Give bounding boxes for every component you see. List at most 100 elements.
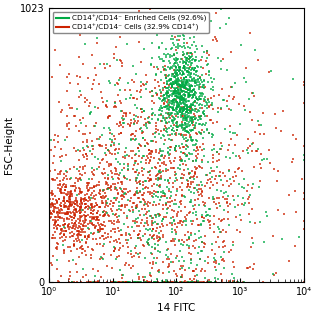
Point — [187, 122, 192, 127]
Point — [166, 112, 171, 117]
Point — [180, 88, 185, 94]
Point — [73, 236, 78, 242]
Point — [63, 226, 68, 231]
Point — [52, 205, 58, 210]
Point — [145, 175, 150, 180]
Point — [142, 199, 147, 204]
Point — [130, 132, 135, 137]
Point — [88, 210, 93, 216]
Point — [157, 157, 162, 162]
Point — [65, 170, 70, 175]
Point — [136, 145, 141, 150]
Point — [80, 247, 85, 252]
Point — [200, 91, 205, 96]
Point — [171, 97, 176, 102]
Point — [225, 148, 230, 153]
Point — [92, 280, 97, 285]
Point — [187, 98, 192, 103]
Point — [59, 184, 64, 189]
Point — [76, 209, 82, 214]
Point — [47, 192, 52, 197]
Point — [172, 88, 177, 93]
Point — [281, 211, 286, 217]
Point — [131, 207, 136, 212]
Point — [82, 132, 87, 137]
Point — [141, 154, 146, 159]
Point — [124, 230, 129, 236]
Point — [145, 204, 150, 209]
Point — [55, 223, 60, 228]
Point — [55, 176, 60, 181]
Point — [150, 262, 155, 267]
Point — [122, 210, 127, 216]
Point — [75, 210, 80, 215]
Point — [47, 173, 52, 178]
Point — [47, 156, 52, 161]
Point — [186, 91, 191, 96]
Point — [187, 105, 192, 110]
Point — [82, 196, 87, 201]
Point — [178, 68, 183, 73]
Point — [133, 250, 138, 255]
Point — [216, 276, 221, 281]
Point — [201, 141, 206, 146]
Point — [72, 226, 77, 231]
Point — [163, 162, 168, 167]
Point — [200, 109, 205, 114]
Point — [47, 219, 52, 224]
Point — [150, 132, 155, 137]
Point — [114, 168, 119, 173]
Point — [99, 194, 104, 199]
Point — [101, 208, 106, 213]
Point — [245, 265, 250, 270]
Point — [211, 93, 216, 98]
Point — [174, 125, 179, 130]
Point — [180, 115, 185, 120]
Point — [153, 124, 158, 129]
Point — [158, 169, 163, 174]
Point — [112, 246, 118, 251]
Point — [184, 51, 189, 56]
Point — [198, 280, 203, 285]
Point — [119, 187, 124, 192]
Point — [178, 124, 183, 129]
Point — [83, 217, 88, 223]
Point — [135, 233, 140, 238]
Point — [187, 87, 192, 92]
Point — [206, 196, 211, 201]
Point — [169, 77, 174, 82]
Point — [175, 100, 180, 105]
Point — [165, 280, 170, 285]
Point — [50, 235, 55, 240]
Point — [82, 196, 87, 201]
Point — [47, 230, 52, 236]
Point — [221, 170, 226, 175]
Point — [171, 209, 176, 214]
Point — [189, 117, 194, 122]
Point — [159, 41, 164, 46]
Point — [67, 199, 72, 204]
Point — [172, 269, 177, 274]
Point — [183, 62, 188, 67]
Point — [165, 146, 170, 151]
Point — [140, 187, 145, 192]
Point — [174, 99, 179, 104]
Point — [64, 199, 69, 204]
Point — [198, 78, 203, 83]
Point — [95, 220, 100, 225]
Point — [166, 180, 171, 185]
Point — [194, 109, 199, 114]
Point — [169, 128, 174, 133]
Point — [152, 191, 157, 196]
Point — [173, 71, 178, 76]
Point — [168, 65, 173, 70]
Point — [99, 234, 104, 239]
Point — [179, 87, 184, 92]
Point — [135, 167, 140, 172]
Point — [88, 149, 93, 154]
Point — [216, 93, 222, 98]
Point — [185, 107, 190, 112]
Point — [82, 234, 87, 239]
Point — [47, 182, 52, 187]
Point — [190, 128, 195, 133]
